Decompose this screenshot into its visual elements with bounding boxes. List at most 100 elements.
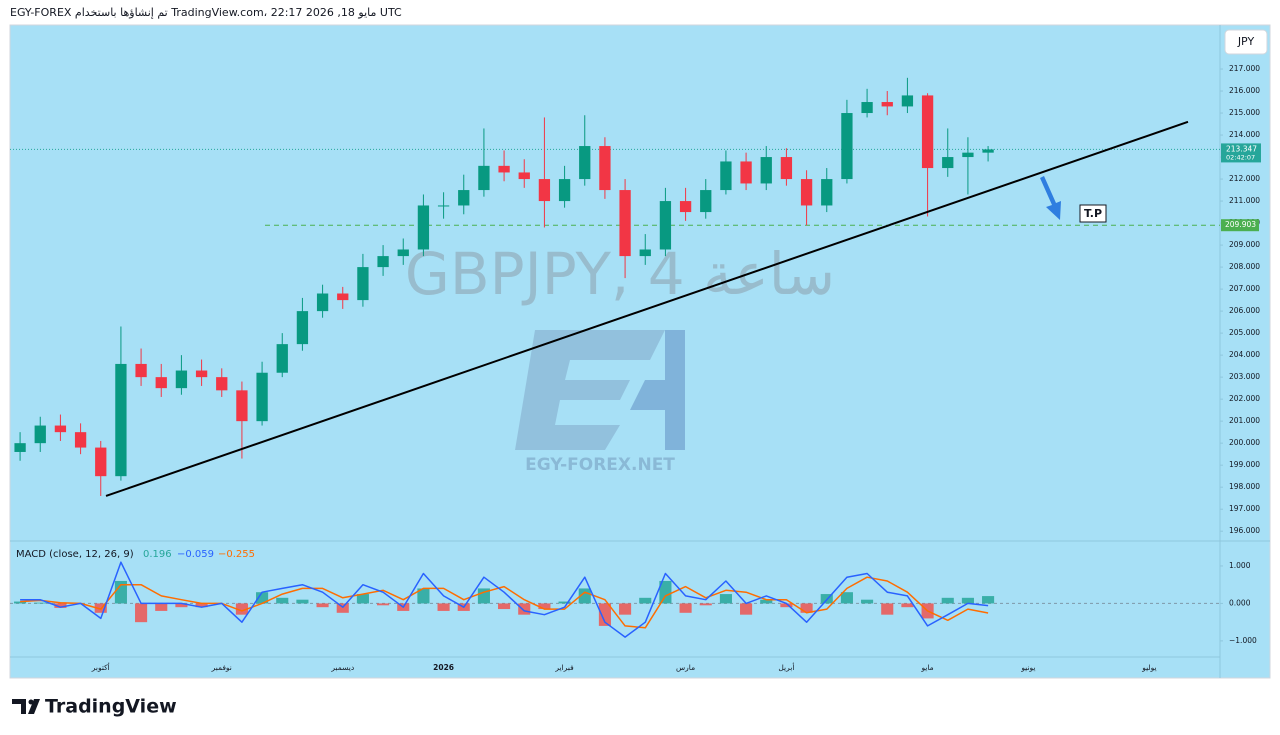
candle-body: [538, 179, 551, 202]
currency-button[interactable]: [1224, 29, 1268, 55]
candle-body: [115, 363, 127, 477]
watermark-brand: EGY-FOREX.NET: [525, 455, 675, 475]
candle-body: [337, 293, 349, 301]
y-tick-label: 215.000: [1229, 108, 1260, 117]
histogram-bar: [235, 603, 248, 615]
candle-body: [599, 146, 611, 191]
candle-body: [558, 179, 571, 202]
candle-body: [135, 363, 147, 378]
x-tick-label: مايو: [920, 663, 933, 672]
histogram-bar: [135, 603, 148, 623]
candle-body: [942, 157, 954, 169]
y-tick-label: −1.000: [1229, 636, 1257, 645]
y-tick-label: 203.000: [1229, 372, 1260, 381]
histogram-bar: [699, 603, 712, 606]
tv-logo-dot: [28, 699, 34, 705]
y-tick-label: 199.000: [1229, 460, 1260, 469]
histogram-bar: [54, 603, 67, 608]
histogram-bar: [276, 597, 289, 604]
x-tick-label: 2026: [433, 663, 454, 672]
x-tick-label: ديسمبر: [330, 663, 354, 672]
histogram-bar: [155, 603, 168, 611]
candle-body: [397, 249, 409, 257]
candle-body: [659, 201, 672, 250]
candle-body: [518, 172, 530, 180]
histogram-bar: [760, 599, 773, 604]
histogram-bar: [296, 599, 309, 604]
indicator-title: MACD (close, 12, 26, 9): [16, 549, 134, 560]
histogram-bar: [659, 580, 672, 604]
logo-e: [515, 330, 665, 450]
x-tick-label: يوليو: [1141, 663, 1156, 672]
histogram-value: 0.196: [143, 549, 172, 560]
candle-body: [498, 165, 510, 173]
y-tick-label: 217.000: [1229, 64, 1260, 73]
macd-line: [20, 561, 989, 638]
histogram-bar: [740, 603, 753, 615]
histogram-bar: [195, 603, 208, 608]
candle-body: [458, 190, 470, 206]
histogram-bar: [477, 588, 490, 604]
histogram-bar: [861, 599, 874, 604]
y-tick-label: 209.000: [1229, 240, 1260, 249]
signal-line: [20, 576, 989, 629]
logo-4: [630, 330, 685, 450]
histogram-bar: [498, 603, 511, 610]
y-tick-label: 200.000: [1229, 438, 1260, 447]
candle-body: [740, 161, 752, 184]
histogram-bar: [679, 603, 692, 613]
trendline: [105, 120, 1189, 497]
y-tick-label: 197.000: [1229, 504, 1260, 513]
histogram-bar: [256, 592, 269, 604]
take-profit-label: T.P: [1084, 207, 1102, 220]
take-profit-tag: [1221, 219, 1259, 232]
y-tick-label: 0.000: [1229, 598, 1251, 607]
y-tick-label: 204.000: [1229, 350, 1260, 359]
candle-body: [296, 311, 309, 345]
histogram-bar: [417, 588, 430, 604]
histogram-bar: [719, 594, 732, 604]
histogram-bar: [114, 580, 127, 604]
histogram-bar: [34, 602, 47, 604]
candle-body: [921, 95, 934, 169]
candle-body: [195, 370, 208, 378]
candle-body: [276, 344, 288, 373]
candle-body: [14, 443, 26, 452]
histogram-bar: [377, 603, 390, 606]
histogram-bar: [558, 601, 571, 604]
histogram-bar: [619, 603, 632, 615]
histogram-bar: [901, 603, 914, 608]
candle-body: [175, 370, 188, 389]
candle-body: [155, 377, 167, 389]
candle-body: [760, 157, 772, 184]
candle-body: [982, 149, 994, 153]
y-tick-label: 205.000: [1229, 328, 1260, 337]
histogram-bar: [840, 592, 853, 604]
down-arrow: [1040, 176, 1061, 220]
histogram-bar: [941, 597, 954, 604]
candle-body: [236, 390, 248, 422]
candle-body: [800, 179, 813, 206]
candle-body: [720, 161, 732, 191]
y-tick-label: 214.000: [1229, 130, 1260, 139]
macd-value: −0.059: [177, 549, 214, 560]
y-tick-label: 202.000: [1229, 394, 1260, 403]
candle-body: [639, 249, 651, 257]
candle-body: [437, 205, 450, 207]
candle-body: [95, 447, 107, 477]
candle-body: [357, 267, 369, 301]
x-tick-label: أكتوبر: [91, 662, 110, 672]
histogram-bar: [800, 603, 813, 613]
countdown-label: 02:42:07: [1226, 153, 1255, 161]
header-attribution: EGY-FOREX تم إنشاؤها باستخدام TradingVie…: [10, 6, 402, 19]
candle-body: [316, 293, 329, 312]
candle-body: [216, 377, 228, 391]
take-profit-price: 209.903: [1225, 220, 1256, 229]
candle-body: [34, 425, 46, 444]
candle-body: [417, 205, 430, 250]
candle-body: [377, 256, 389, 268]
last-price-label: 213.347: [1226, 144, 1257, 153]
candle-body: [901, 95, 914, 107]
histogram-bar: [881, 603, 894, 615]
